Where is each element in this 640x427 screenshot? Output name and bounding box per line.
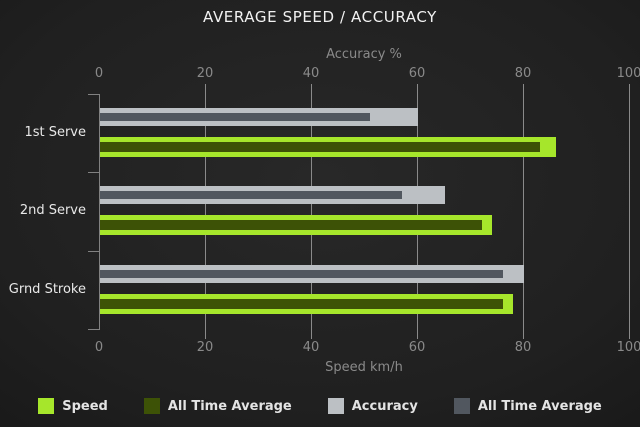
legend-swatch [38, 398, 55, 414]
axis-tick-label: 40 [302, 340, 320, 355]
axis-tick-label: 60 [408, 340, 426, 355]
axis-tick-label: 0 [94, 340, 104, 355]
axis-tick-label: 80 [514, 66, 532, 81]
axis-tick-label: 40 [302, 66, 320, 81]
legend-item: All Time Average [453, 398, 602, 414]
axis-tick-label: 80 [514, 340, 532, 355]
category-row [100, 251, 629, 329]
category-row [100, 172, 629, 250]
bar-accuracy-alltime [100, 270, 503, 278]
bottom-axis-label: Speed km/h [325, 360, 403, 375]
grid-line [417, 84, 418, 339]
bar-accuracy-alltime [100, 191, 403, 199]
legend: Speed All Time Average Accuracy All Time Av… [0, 398, 640, 414]
grid-line [311, 84, 312, 339]
chart-title: AVERAGE SPEED / ACCURACY [203, 8, 437, 26]
axis-tick-label: 0 [94, 66, 104, 81]
bar-speed-alltime [100, 220, 482, 230]
axis-tick-label: 100 [616, 340, 640, 355]
legend-label: All Time Average [167, 398, 292, 414]
grid-line [523, 84, 524, 339]
grid-line [629, 84, 630, 339]
y-axis-bracket-tick [88, 251, 100, 252]
y-axis-bracket-tick [88, 94, 100, 95]
axis-tick-label: 60 [408, 66, 426, 81]
top-axis-label: Accuracy % [326, 47, 402, 62]
axis-tick-label: 20 [196, 66, 214, 81]
bar-accuracy-alltime [100, 113, 371, 121]
y-axis-bracket-tick [88, 172, 100, 173]
legend-item: All Time Average [143, 398, 292, 414]
category-label: 2nd Serve [19, 203, 86, 218]
axis-tick-label: 20 [196, 340, 214, 355]
grid-line [205, 84, 206, 339]
legend-swatch [453, 398, 470, 414]
bar-speed-alltime [100, 299, 503, 309]
legend-swatch [143, 398, 160, 414]
y-axis-bracket-tick [88, 329, 100, 330]
category-row [100, 94, 629, 172]
y-axis-line [99, 94, 100, 329]
axis-tick-label: 100 [616, 66, 640, 81]
legend-swatch [327, 398, 344, 414]
legend-label: Accuracy [351, 398, 418, 414]
legend-item: Speed [38, 398, 108, 414]
legend-label: Speed [62, 398, 108, 414]
legend-label: All Time Average [477, 398, 602, 414]
category-label: 1st Serve [24, 125, 86, 140]
legend-item: Accuracy [327, 398, 418, 414]
category-label: Grnd Stroke [8, 282, 86, 297]
bar-speed-alltime [100, 142, 540, 152]
